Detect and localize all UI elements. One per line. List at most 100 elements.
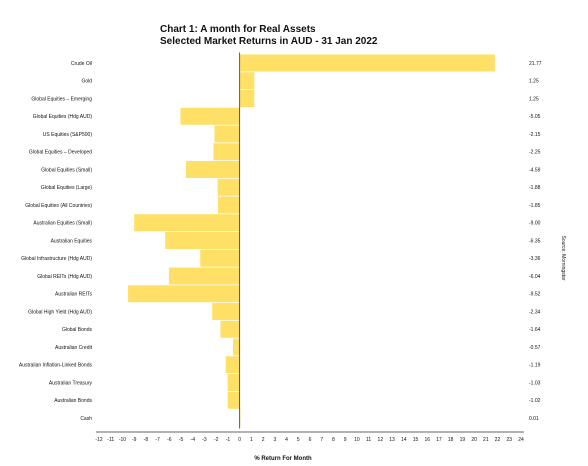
value-label: -9.52 [529, 292, 541, 298]
x-tick-label: 0 [238, 437, 241, 443]
value-label: -2.34 [529, 309, 541, 315]
x-tick-label: 13 [389, 437, 395, 443]
x-tick-label: 8 [332, 437, 335, 443]
x-tick-label: 11 [366, 437, 371, 443]
x-tick-label: -11 [107, 437, 114, 443]
x-tick-label: 2 [262, 437, 265, 443]
category-label: Australian Equities (Small) [33, 221, 92, 227]
x-tick-label: 15 [413, 437, 419, 443]
category-label: Global Infrastructure (Hdg AUD) [21, 256, 92, 262]
x-tick-label: 12 [378, 437, 384, 443]
x-tick-label: 6 [309, 437, 312, 443]
category-label: Gold [81, 79, 92, 85]
chart-subtitle: Selected Market Returns in AUD - 31 Jan … [160, 36, 378, 47]
tick-labels-group: -12 -11 -10 -9 -8 -7 -6 -5 -4 -3 -2 -1 0 1 2 3 4 5 6 7 8 9 10 1… [95, 437, 524, 443]
value-label: 1.25 [529, 79, 539, 85]
x-tick-label: 21 [483, 437, 489, 443]
value-label: -1.03 [529, 380, 541, 386]
category-label: Global Equities (Hdg AUD) [33, 114, 93, 120]
category-label: Cash [80, 416, 92, 422]
category-label: Global Bonds [62, 327, 93, 333]
category-label: US Equities (S&P500) [43, 132, 93, 138]
value-label: 0.01 [529, 416, 539, 422]
x-tick-label: 24 [518, 437, 524, 443]
x-tick-label: 1 [250, 437, 253, 443]
bar [134, 214, 240, 232]
bar [232, 338, 240, 356]
value-label: -9.00 [529, 221, 541, 227]
value-label: -4.59 [529, 167, 541, 173]
category-label: Australian Treasury [49, 380, 93, 386]
x-tick-label: -2 [214, 437, 219, 443]
bar [220, 320, 240, 338]
bar [214, 125, 240, 143]
bars-group [128, 54, 495, 427]
category-label: Global Equities (Small) [41, 167, 92, 173]
bar [213, 143, 240, 161]
category-label: Australian Equities [51, 238, 93, 244]
category-label: Global REITs (Hdg AUD) [37, 274, 92, 280]
x-tick-label: 17 [436, 437, 442, 443]
value-label: -1.88 [529, 185, 541, 191]
value-label: 21.77 [529, 61, 542, 67]
x-tick-label: -1 [226, 437, 231, 443]
value-label: -1.19 [529, 363, 541, 369]
value-label: -1.85 [529, 203, 541, 209]
bar [180, 107, 240, 125]
x-axis: -12 -11 -10 -9 -8 -7 -6 -5 -4 -3 -2 -1 0 1 2 3 4 5 6 7 8 9 10 1… [95, 52, 524, 443]
category-label: Global Equities (All Countries) [25, 203, 92, 209]
category-label: Global Equities – Emerging [31, 96, 92, 102]
bar [239, 90, 255, 107]
category-label: Australian Credit [55, 345, 93, 351]
bar [212, 303, 240, 320]
value-label: -1.02 [529, 398, 541, 404]
bar [168, 267, 240, 285]
category-label: Australian Inflation-Linked Bonds [19, 363, 93, 369]
value-label: -6.04 [529, 274, 541, 280]
x-tick-label: 23 [506, 437, 512, 443]
value-label: -0.57 [529, 345, 541, 351]
category-label: Australian REITs [55, 292, 92, 298]
category-labels-group: Crude Oil Gold Global Equities – Emerging G… [19, 61, 93, 422]
category-label: Global Equities (Large) [41, 185, 92, 191]
value-label: -1.64 [529, 327, 541, 333]
bar [239, 54, 495, 72]
category-label: Global High Yield (Hdg AUD) [28, 309, 92, 315]
bar [200, 249, 240, 267]
bar [217, 178, 240, 196]
x-tick-label: 9 [344, 437, 347, 443]
x-tick-label: 14 [401, 437, 407, 443]
category-label: Global Equities – Developed [29, 150, 92, 156]
bar [128, 285, 240, 303]
x-tick-label: -4 [191, 437, 196, 443]
x-tick-label: 10 [354, 437, 360, 443]
category-label: Australian Bonds [54, 398, 92, 404]
bar [227, 374, 240, 391]
chart-title: Chart 1: A month for Real Assets [160, 24, 316, 35]
x-tick-label: -8 [144, 437, 149, 443]
x-tick-label: -12 [95, 437, 102, 443]
bar [239, 72, 255, 90]
x-tick-label: 22 [495, 437, 501, 443]
bar [165, 232, 240, 249]
value-label: -5.05 [529, 114, 541, 120]
source-note: Source: Morningstar [560, 235, 566, 281]
value-label: 1.25 [529, 96, 539, 102]
x-tick-label: 19 [460, 437, 466, 443]
x-tick-label: 7 [320, 437, 323, 443]
category-label: Crude Oil [71, 61, 92, 67]
x-tick-label: 20 [471, 437, 477, 443]
x-tick-label: -6 [167, 437, 172, 443]
value-label: -2.25 [529, 150, 541, 156]
value-labels-group: 21.77 1.25 1.25 -5.05 -2.15 -2.25 -4.59 -1.88 -1… [529, 61, 542, 422]
value-label: -3.36 [529, 256, 541, 262]
x-tick-label: -10 [119, 437, 126, 443]
x-axis-title: % Return For Month [254, 456, 312, 462]
x-tick-label: 5 [297, 437, 300, 443]
x-tick-label: -7 [155, 437, 160, 443]
bar [225, 356, 240, 374]
bar [227, 391, 240, 409]
bar [185, 161, 240, 178]
value-label: -6.35 [529, 238, 541, 244]
